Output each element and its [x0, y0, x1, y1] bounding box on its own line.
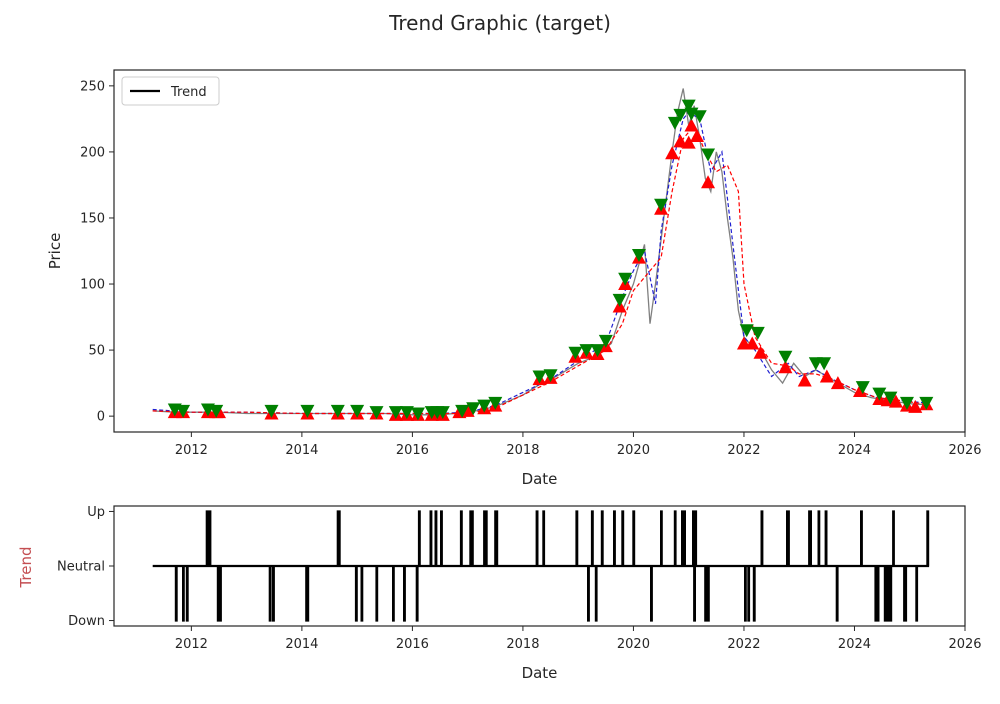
- up-marker: [797, 373, 812, 387]
- price-x-tick-label: 2016: [396, 443, 429, 458]
- down-marker: [590, 344, 605, 358]
- price-x-axis: 2012 2014 2016 2018 2020 2022 2024 2026: [175, 432, 982, 458]
- trend-x-tick-label: 2016: [396, 637, 429, 652]
- price-y-axis-label: Price: [46, 233, 64, 270]
- up-marker: [819, 369, 834, 383]
- up-marker: [689, 129, 704, 143]
- trend-series: [152, 510, 930, 622]
- price-x-axis-label: Date: [522, 470, 558, 488]
- down-marker: [350, 404, 365, 418]
- down-marker: [598, 334, 613, 348]
- price-trend-markers: [167, 99, 934, 421]
- down-marker: [300, 404, 315, 418]
- trend-x-axis: 2012 2014 2016 2018 2020 2022 2024 2026: [175, 626, 982, 652]
- up-marker: [778, 360, 793, 374]
- down-marker: [466, 402, 481, 416]
- up-marker: [830, 376, 845, 390]
- down-marker: [612, 293, 627, 307]
- down-marker: [899, 396, 914, 410]
- price-x-tick-label: 2024: [838, 443, 871, 458]
- up-marker: [681, 135, 696, 149]
- up-marker: [701, 175, 716, 189]
- down-marker: [654, 198, 669, 212]
- down-marker: [532, 370, 547, 384]
- down-marker: [919, 396, 934, 410]
- figure-title: Trend Graphic (target): [388, 11, 611, 35]
- price-y-tick-label: 250: [80, 79, 105, 94]
- price-x-tick-label: 2022: [727, 443, 760, 458]
- price-chart: 2012 2014 2016 2018 2020 2022 2024 2026 0 50 100 1…: [46, 69, 982, 488]
- down-marker: [778, 350, 793, 364]
- down-marker: [667, 116, 682, 130]
- price-x-tick-label: 2012: [175, 443, 208, 458]
- price-y-tick-label: 150: [80, 211, 105, 226]
- legend-trend-label: Trend: [170, 85, 207, 100]
- down-marker: [739, 324, 754, 338]
- up-marker: [908, 399, 923, 413]
- price-x-tick-label: 2020: [617, 443, 650, 458]
- trend-y-tick-label: Neutral: [57, 560, 105, 575]
- down-marker: [701, 148, 716, 162]
- down-marker: [435, 406, 450, 420]
- legend-box: [121, 76, 220, 106]
- trend-y-axis-label: Trend: [17, 546, 35, 588]
- trend-x-tick-label: 2014: [285, 637, 318, 652]
- trend-x-tick-label: 2020: [617, 637, 650, 652]
- price-y-tick-label: 50: [88, 344, 105, 359]
- up-marker: [888, 394, 903, 408]
- trend-x-tick-label: 2026: [948, 637, 981, 652]
- trend-y-tick-label: Up: [87, 505, 105, 520]
- price-x-tick-label: 2018: [506, 443, 539, 458]
- trend-x-tick-label: 2012: [175, 637, 208, 652]
- trend-x-tick-label: 2018: [506, 637, 539, 652]
- down-marker: [817, 357, 832, 371]
- price-y-tick-label: 100: [80, 278, 105, 293]
- down-marker: [369, 406, 384, 420]
- trend-x-axis-label: Date: [522, 664, 558, 682]
- down-marker: [176, 404, 191, 418]
- up-marker: [673, 134, 688, 148]
- down-marker: [618, 272, 633, 286]
- trend-x-tick-label: 2024: [838, 637, 871, 652]
- down-marker: [330, 404, 345, 418]
- up-marker: [665, 146, 680, 160]
- up-marker: [853, 384, 868, 398]
- down-marker: [410, 407, 425, 421]
- down-marker: [750, 326, 765, 340]
- price-x-tick-label: 2026: [948, 443, 981, 458]
- down-marker: [399, 406, 414, 420]
- down-marker: [855, 381, 870, 395]
- up-marker: [684, 118, 699, 132]
- price-x-tick-label: 2014: [285, 443, 318, 458]
- down-marker: [388, 406, 403, 420]
- down-marker: [883, 391, 898, 405]
- down-marker: [681, 99, 696, 113]
- trend-y-tick-label: Down: [68, 614, 105, 629]
- down-marker: [543, 369, 558, 383]
- down-marker: [264, 404, 279, 418]
- down-marker: [488, 396, 503, 410]
- trend-y-axis: Down Neutral Up: [57, 505, 114, 629]
- trend-step-line: [152, 510, 930, 622]
- down-marker: [579, 344, 594, 358]
- trend-chart: 2012 2014 2016 2018 2020 2022 2024 2026 Down Neu…: [17, 505, 982, 682]
- down-marker: [673, 108, 688, 122]
- down-marker: [209, 404, 224, 418]
- down-marker: [568, 346, 583, 360]
- legend: Trend: [121, 76, 220, 106]
- price-y-tick-label: 0: [97, 410, 105, 425]
- down-marker: [477, 399, 492, 413]
- down-marker: [631, 248, 646, 262]
- down-marker: [692, 110, 707, 124]
- down-marker: [455, 404, 470, 418]
- up-marker: [753, 345, 768, 359]
- price-y-axis: 0 50 100 150 200 250: [80, 79, 114, 425]
- down-marker: [872, 387, 887, 401]
- price-y-tick-label: 200: [80, 145, 105, 160]
- up-marker: [745, 336, 760, 350]
- trend-x-tick-label: 2022: [727, 637, 760, 652]
